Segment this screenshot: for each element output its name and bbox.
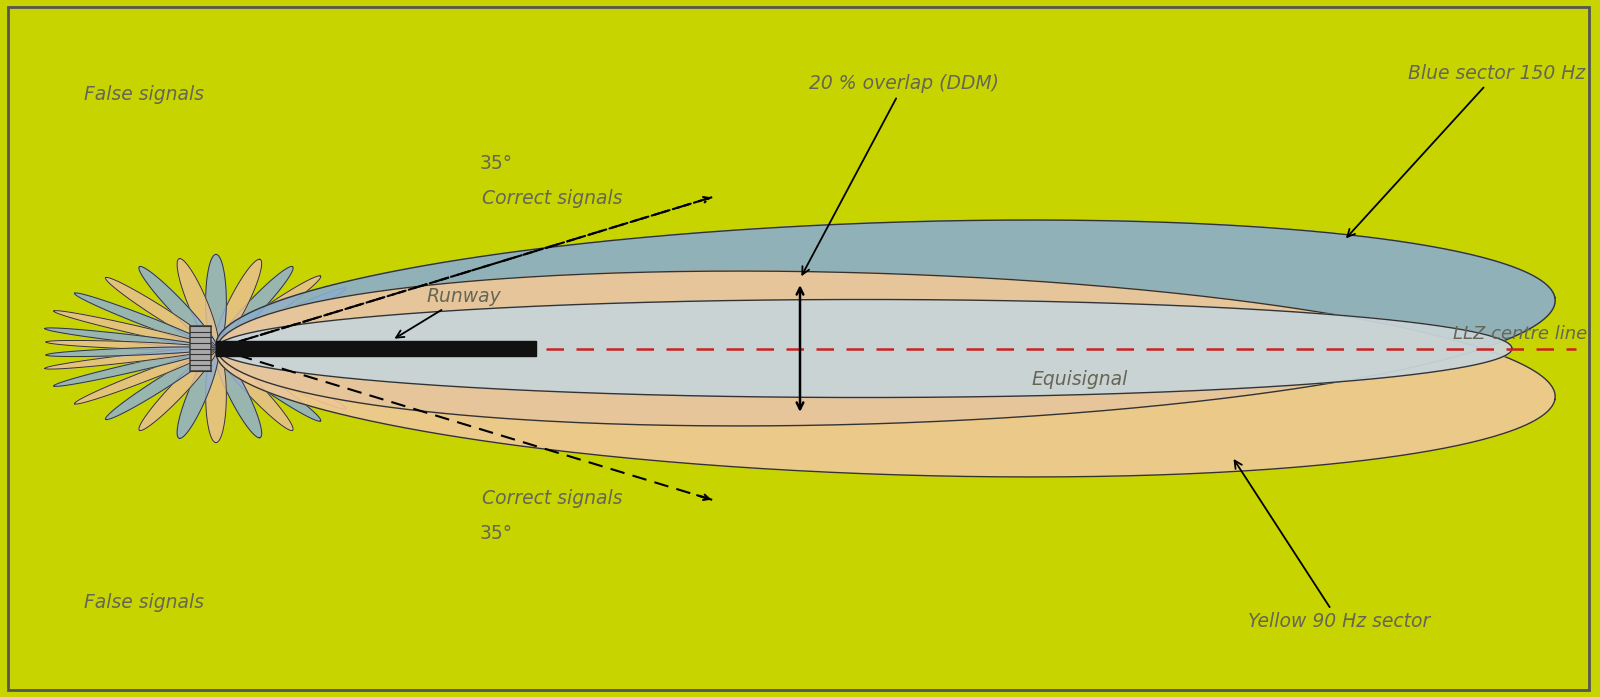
Polygon shape bbox=[139, 266, 218, 348]
Polygon shape bbox=[214, 259, 262, 348]
Polygon shape bbox=[206, 254, 226, 348]
Polygon shape bbox=[46, 340, 216, 350]
Bar bbox=[216, 341, 536, 356]
Polygon shape bbox=[206, 348, 226, 443]
Text: LLZ centre line: LLZ centre line bbox=[1453, 325, 1587, 343]
Polygon shape bbox=[178, 348, 219, 438]
Polygon shape bbox=[178, 259, 219, 348]
Text: Runway: Runway bbox=[397, 286, 501, 337]
Polygon shape bbox=[106, 277, 216, 348]
Text: 35°: 35° bbox=[480, 523, 512, 543]
Text: Correct signals: Correct signals bbox=[482, 189, 622, 208]
Polygon shape bbox=[214, 348, 293, 431]
Polygon shape bbox=[216, 276, 320, 348]
Text: False signals: False signals bbox=[83, 593, 205, 613]
Polygon shape bbox=[106, 348, 216, 420]
Polygon shape bbox=[216, 348, 320, 421]
Polygon shape bbox=[54, 311, 216, 348]
Polygon shape bbox=[216, 288, 346, 348]
Text: Correct signals: Correct signals bbox=[482, 489, 622, 508]
Bar bbox=[190, 326, 211, 371]
Text: Blue sector 150 Hz: Blue sector 150 Hz bbox=[1347, 63, 1586, 237]
Polygon shape bbox=[139, 348, 218, 431]
Polygon shape bbox=[54, 348, 216, 386]
Polygon shape bbox=[216, 348, 346, 409]
Polygon shape bbox=[75, 293, 216, 348]
Polygon shape bbox=[46, 347, 216, 357]
Polygon shape bbox=[214, 266, 293, 348]
Polygon shape bbox=[214, 348, 262, 438]
Polygon shape bbox=[216, 300, 1512, 397]
Polygon shape bbox=[45, 328, 216, 349]
Text: False signals: False signals bbox=[83, 84, 205, 104]
Text: Yellow 90 Hz sector: Yellow 90 Hz sector bbox=[1235, 461, 1430, 631]
Polygon shape bbox=[216, 220, 1555, 426]
Polygon shape bbox=[216, 271, 1555, 477]
Polygon shape bbox=[45, 348, 216, 369]
Text: 20 % overlap (DDM): 20 % overlap (DDM) bbox=[802, 74, 998, 275]
Text: Equisignal: Equisignal bbox=[1032, 370, 1128, 390]
Polygon shape bbox=[75, 348, 216, 404]
Text: 35°: 35° bbox=[480, 154, 512, 174]
